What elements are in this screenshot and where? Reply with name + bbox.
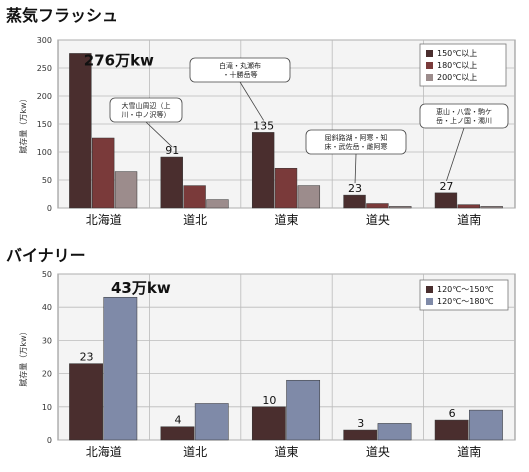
binary-ytick-label: 50 — [42, 270, 52, 279]
flash-bar — [297, 185, 321, 209]
flash-bar — [206, 199, 229, 209]
binary-data-label: 3 — [357, 417, 364, 430]
flash-data-label: 135 — [253, 119, 274, 132]
binary-bar — [469, 409, 503, 441]
binary-ytick-label: 30 — [42, 336, 52, 345]
flash-callout-text: 大雪山周辺（上 — [122, 101, 171, 110]
section-title-binary: バイナリー — [6, 246, 86, 265]
flash-callout-box — [109, 97, 183, 123]
flash-legend — [419, 43, 507, 87]
flash-data-label: 27 — [439, 180, 453, 193]
binary-bar — [434, 419, 469, 441]
flash-callout-pointer — [145, 121, 173, 148]
binary-ytick-label: 0 — [47, 436, 52, 445]
binary-ytick-label: 20 — [42, 370, 52, 379]
flash-callout-text: 白滝・丸瀬布 — [219, 61, 261, 70]
binary-bar — [377, 423, 412, 441]
flash-bar — [274, 167, 298, 209]
binary-legend-swatch — [426, 286, 433, 293]
binary-category-label: 道央 — [366, 445, 390, 459]
flash-ytick-label: 100 — [37, 148, 52, 157]
flash-category-label: 道北 — [183, 213, 207, 227]
binary-legend-label: 120℃～180℃ — [437, 297, 494, 306]
flash-legend-swatch — [426, 62, 433, 69]
flash-data-label: 23 — [348, 182, 362, 195]
flash-category-label: 道央 — [366, 213, 390, 227]
flash-bar — [251, 132, 275, 209]
binary-category-label: 道北 — [183, 445, 207, 459]
binary-bar — [251, 406, 286, 441]
flash-ytick-label: 250 — [37, 64, 52, 73]
binary-legend-label: 120℃～150℃ — [437, 285, 494, 294]
binary-chart: 0 10 20 30 40 50 賦存量（万kw） 北海道 道北 道東 道央 道南 43万kw 23 4 10… — [18, 270, 516, 459]
flash-data-label-total: 276万kw — [84, 51, 154, 69]
flash-bar — [183, 185, 206, 209]
binary-bar — [160, 426, 195, 441]
flash-category-label: 道東 — [274, 213, 298, 227]
section-title-flash: 蒸気フラッシュ — [6, 6, 119, 25]
binary-data-label: 6 — [449, 407, 456, 420]
flash-callout-pointer — [446, 127, 465, 182]
flash-bar — [434, 192, 458, 209]
flash-ytick-label: 150 — [37, 120, 52, 129]
binary-ytick-label: 40 — [42, 303, 52, 312]
flash-data-label: 91 — [165, 144, 179, 157]
flash-callout-text: 恵山・八雲・駒ケ — [436, 107, 492, 116]
flash-bar — [366, 203, 389, 209]
binary-legend — [419, 279, 509, 311]
flash-y-axis-label: 賦存量（万kw） — [18, 94, 28, 153]
flash-callout-text: 床・武佐岳・雌阿寒 — [325, 142, 388, 151]
flash-legend-label: 150℃以上 — [437, 49, 477, 58]
flash-bar — [457, 204, 480, 209]
flash-callout-box — [419, 103, 509, 129]
binary-ytick-label: 10 — [42, 403, 52, 412]
flash-ytick-label: 300 — [37, 36, 52, 45]
flash-callout-box — [305, 129, 407, 155]
flash-ytick-label: 200 — [37, 92, 52, 101]
flash-category-label: 道南 — [457, 212, 481, 227]
flash-callout-pointer — [239, 81, 264, 121]
binary-category-label: 道南 — [457, 444, 481, 459]
flash-category-label: 北海道 — [86, 212, 122, 227]
binary-data-label-total: 43万kw — [111, 279, 171, 297]
binary-bar — [69, 363, 103, 441]
binary-category-label: 道東 — [274, 445, 298, 459]
flash-callout-text: 川・中ノ沢等） — [122, 110, 171, 119]
binary-data-label: 23 — [80, 351, 94, 364]
flash-callout-pointer — [354, 153, 357, 184]
flash-bar — [69, 53, 92, 209]
flash-ytick-label: 50 — [42, 176, 52, 185]
flash-callout-box — [189, 57, 291, 83]
flash-legend-label: 180℃以上 — [437, 61, 477, 70]
flash-chart: 0 50 100 150 200 250 300 賦存量（万kw） 北海道 道北 道東 道央 道南 276… — [18, 36, 516, 227]
flash-bar — [480, 206, 503, 209]
binary-bar — [286, 379, 321, 441]
flash-legend-swatch — [426, 74, 433, 81]
flash-callout-text: 屈斜路湖・阿寒・知 — [325, 133, 388, 142]
flash-ytick-label: 0 — [47, 204, 52, 213]
binary-data-label: 4 — [174, 414, 181, 427]
flash-bar — [343, 194, 366, 209]
flash-legend-swatch — [426, 50, 433, 57]
flash-callout-text: 岳・上ノ国・濁川 — [436, 116, 492, 125]
flash-bar — [389, 206, 412, 209]
binary-legend-swatch — [426, 298, 433, 305]
binary-bar — [343, 429, 378, 441]
binary-bar — [103, 296, 138, 441]
flash-bar — [92, 137, 115, 209]
flash-legend-label: 200℃以上 — [437, 73, 477, 82]
binary-category-label: 北海道 — [86, 444, 122, 459]
binary-bar — [194, 403, 229, 441]
flash-callout-text: ・十勝岳等 — [223, 70, 258, 79]
binary-data-label: 10 — [262, 394, 276, 407]
binary-y-axis-label: 賦存量（万kw） — [18, 327, 28, 386]
flash-bar — [114, 171, 138, 209]
flash-bar — [160, 156, 183, 209]
